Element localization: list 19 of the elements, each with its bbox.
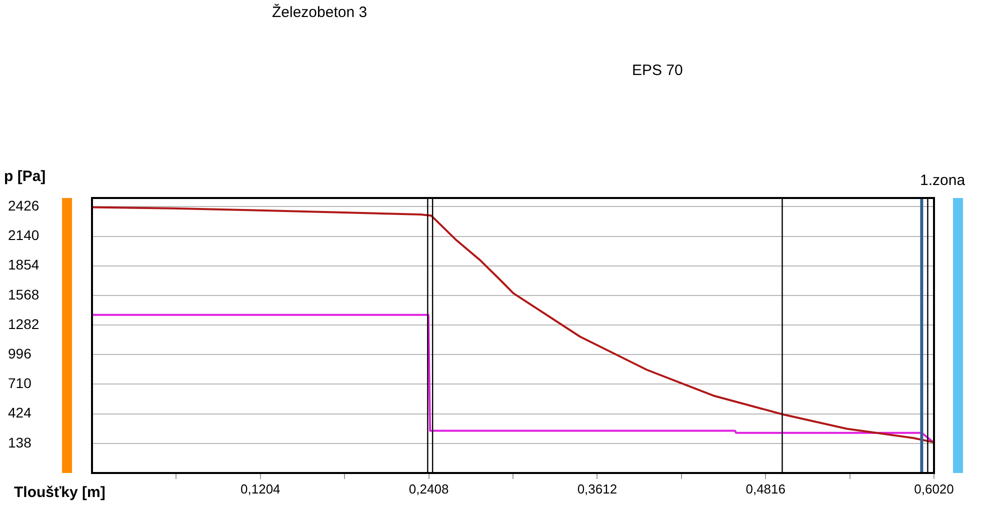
y-tick-label: 424 — [8, 404, 32, 421]
text: 1.zona — [920, 172, 966, 189]
x-tick-label: 0,6020 — [914, 481, 954, 496]
x-tick-label: 0,2408 — [408, 481, 449, 496]
y-tick-label: 2426 — [8, 198, 40, 214]
text: Železobeton 3 — [272, 4, 368, 21]
y-tick-label: 996 — [8, 346, 32, 362]
x-axis-title: Tloušťky [m] — [14, 484, 106, 501]
y-tick-label: 2140 — [8, 227, 40, 244]
x-tick-label: 0,4816 — [746, 481, 786, 496]
y-axis-title: p [Pa] — [4, 168, 46, 185]
x-tick-label: 0,3612 — [577, 481, 618, 496]
y-tick-label: 1568 — [8, 286, 40, 302]
y-tick-label: 1854 — [8, 256, 40, 273]
y-tick-label: 710 — [8, 375, 32, 392]
y-tick-label: 138 — [8, 434, 32, 450]
x-tick-label: 0,1204 — [240, 481, 280, 496]
text: EPS 70 — [632, 62, 683, 79]
y-tick-label: 1282 — [8, 316, 40, 332]
